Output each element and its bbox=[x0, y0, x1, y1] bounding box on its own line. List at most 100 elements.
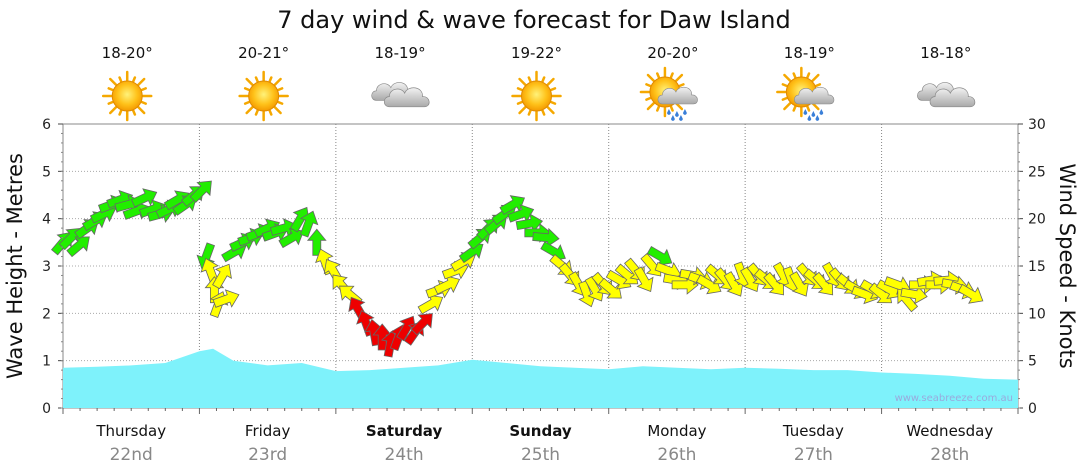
wind-arrow bbox=[189, 180, 212, 203]
rain-drop bbox=[679, 115, 683, 121]
sun-ray bbox=[674, 73, 684, 83]
sun-ray bbox=[139, 100, 147, 105]
date-label: 23rd bbox=[248, 445, 287, 465]
sun-ray bbox=[646, 101, 656, 111]
sun-rain-icon bbox=[776, 66, 835, 121]
wind-arrow bbox=[66, 236, 90, 258]
wind-arrow bbox=[212, 263, 232, 290]
sun-ray bbox=[545, 105, 555, 115]
sun-disc bbox=[521, 80, 552, 112]
y-axis-left-label: Wave Height - Metres bbox=[3, 153, 27, 379]
temp-range: 18-18° bbox=[920, 44, 971, 62]
sun-ray bbox=[810, 73, 820, 83]
sun-ray bbox=[656, 104, 661, 112]
cloud-shape bbox=[657, 86, 698, 105]
sun-ray bbox=[518, 105, 528, 115]
y-right-tick-label: 25 bbox=[1028, 164, 1046, 180]
x-axis: Thursday 22nd Friday 23rd Saturday 24th Sunday… bbox=[62, 408, 1019, 465]
grid-lines bbox=[63, 124, 1018, 408]
sun-ray bbox=[131, 108, 137, 116]
sun-ray bbox=[107, 100, 115, 105]
date-label: 27th bbox=[794, 445, 833, 465]
rain-drop bbox=[815, 115, 820, 121]
date-label: 26th bbox=[657, 445, 696, 465]
wind-arrow bbox=[957, 283, 984, 304]
cloud-puff bbox=[657, 86, 698, 105]
sun-ray bbox=[813, 83, 822, 88]
sun-ray bbox=[108, 105, 118, 115]
wind-arrow bbox=[410, 313, 433, 336]
rain-drop bbox=[819, 109, 824, 115]
watermark: www.seabreeze.com.au bbox=[895, 393, 1013, 404]
date-label: 22nd bbox=[110, 445, 153, 465]
y-left-tick-label: 1 bbox=[42, 354, 51, 370]
y-left-tick-label: 2 bbox=[42, 306, 51, 322]
sun-ray bbox=[677, 83, 685, 88]
sun-ray bbox=[805, 104, 811, 112]
rain-drop bbox=[667, 109, 671, 115]
sun-ray bbox=[645, 96, 653, 101]
sun-ray bbox=[245, 105, 255, 115]
y-axis-right-label: Wind Speed - Knots bbox=[1055, 163, 1079, 368]
sun-ray bbox=[118, 108, 123, 116]
temp-range: 18-20° bbox=[102, 44, 153, 62]
sun-ray bbox=[783, 101, 793, 111]
sun-ray bbox=[139, 87, 147, 92]
sun-ray bbox=[527, 108, 533, 116]
rain-drop bbox=[683, 109, 687, 115]
rain-drop bbox=[675, 111, 679, 117]
temp-range: 20-21° bbox=[238, 44, 289, 62]
sun-ray bbox=[516, 87, 524, 92]
cloud-shape bbox=[794, 86, 835, 105]
sun-ray bbox=[136, 105, 146, 115]
cloud-puff bbox=[794, 86, 835, 105]
sun-ray bbox=[540, 108, 546, 116]
date-label: 28th bbox=[930, 445, 969, 465]
y-left-tick-label: 0 bbox=[42, 401, 51, 417]
sun-ray bbox=[272, 105, 282, 115]
sun-ray bbox=[781, 96, 789, 101]
sun-ray bbox=[645, 83, 653, 88]
y-right-tick-label: 20 bbox=[1028, 212, 1046, 228]
sun-disc bbox=[248, 80, 280, 112]
sun-ray bbox=[272, 77, 282, 87]
cloudy-icon bbox=[371, 82, 430, 108]
y-right-tick-label: 5 bbox=[1028, 354, 1037, 370]
sun-disc bbox=[111, 80, 143, 112]
wind-arrow bbox=[299, 210, 319, 238]
wave-area bbox=[63, 348, 1018, 408]
sun-ray bbox=[545, 77, 555, 87]
cloud-shape bbox=[929, 87, 976, 108]
sun-ray bbox=[518, 77, 528, 87]
wind-arrow bbox=[633, 266, 654, 293]
day-label: Friday bbox=[245, 422, 291, 440]
day-label: Wednesday bbox=[906, 422, 993, 440]
sun-ray bbox=[656, 72, 661, 80]
sun-ray bbox=[646, 73, 656, 83]
temp-range: 20-20° bbox=[647, 44, 698, 62]
y-right-tick-label: 0 bbox=[1028, 401, 1037, 417]
rain-drop bbox=[671, 115, 675, 121]
sun-ray bbox=[669, 104, 674, 112]
wind-arrow bbox=[130, 188, 158, 208]
y-left-tick-label: 5 bbox=[42, 164, 51, 180]
sun-ray bbox=[549, 100, 557, 105]
y-axis-right: 0 5 10 15 20 25 30 bbox=[1018, 117, 1046, 417]
day-label: Tuesday bbox=[782, 422, 844, 440]
sun-ray bbox=[527, 76, 533, 84]
sun-rain-icon bbox=[639, 66, 698, 121]
y-axis-left: 0 1 2 3 4 5 6 bbox=[42, 117, 63, 417]
rain-drop bbox=[807, 115, 812, 121]
date-label: 24th bbox=[385, 445, 424, 465]
wind-arrow bbox=[306, 228, 327, 256]
sun-ray bbox=[245, 77, 255, 87]
sun-ray bbox=[243, 87, 252, 92]
rain-drop bbox=[811, 111, 816, 117]
sun-ray bbox=[136, 77, 146, 87]
y-left-tick-label: 4 bbox=[42, 212, 51, 228]
day-label: Sunday bbox=[509, 422, 572, 440]
y-right-tick-label: 30 bbox=[1028, 117, 1046, 133]
sun-ray bbox=[783, 73, 793, 83]
sun-ray bbox=[540, 76, 546, 84]
